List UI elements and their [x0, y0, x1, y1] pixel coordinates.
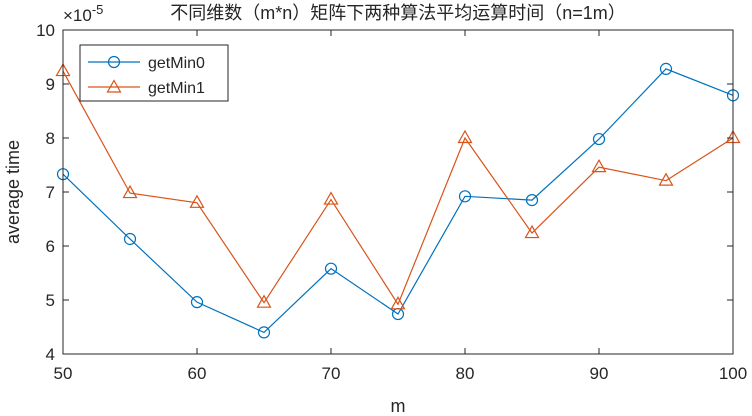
- legend-box: [79, 44, 229, 102]
- data-point-getmin0: [525, 194, 539, 207]
- data-point-getmin0: [123, 232, 137, 246]
- data-point-getmin1: [591, 158, 607, 173]
- data-point-getmin1: [390, 296, 406, 310]
- y-tick-label: 10: [36, 21, 55, 40]
- legend: getMin0 getMin1: [79, 44, 229, 102]
- x-tick-label: 70: [322, 364, 341, 383]
- y-tick-label: 4: [46, 345, 55, 364]
- x-tick-label: 80: [456, 364, 475, 383]
- x-axis-label: m: [391, 396, 406, 416]
- chart-title: 不同维数（m*n）矩阵下两种算法平均运算时间（n=1m）: [170, 3, 626, 23]
- series-line-getmin1: [62, 70, 734, 306]
- data-point-getmin0: [592, 132, 606, 146]
- x-tick-label: 100: [719, 364, 747, 383]
- x-tick-label: 60: [188, 364, 207, 383]
- y-tick-label: 7: [46, 183, 55, 202]
- series-line-getmin0: [62, 68, 734, 334]
- data-point-getmin1: [323, 191, 339, 205]
- y-axis-label: average time: [3, 140, 23, 244]
- y-axis-ticks: 4 5 6 7 8 9 10: [36, 21, 733, 364]
- x-axis-ticks: 50 60 70 80 90 100: [54, 30, 747, 383]
- x-tick-label: 50: [54, 364, 73, 383]
- data-point-getmin1: [524, 224, 540, 239]
- y-tick-label: 8: [46, 129, 55, 148]
- data-point-getmin0: [190, 296, 204, 309]
- y-tick-label: 6: [46, 237, 55, 256]
- data-point-getmin1: [457, 129, 473, 144]
- data-point-getmin1: [658, 172, 674, 186]
- data-point-getmin1: [189, 194, 205, 208]
- data-point-getmin0: [458, 190, 472, 203]
- y-exponent-power: -5: [92, 2, 104, 17]
- legend-marker-getmin1: [106, 79, 122, 93]
- legend-label-getmin0: getMin0: [148, 55, 205, 72]
- legend-marker-getmin0: [107, 55, 121, 69]
- y-tick-label: 5: [46, 291, 55, 310]
- x-tick-label: 90: [590, 364, 609, 383]
- data-point-getmin0: [257, 326, 271, 339]
- legend-label-getmin1: getMin1: [148, 80, 205, 97]
- data-point-getmin0: [659, 62, 673, 75]
- data-point-getmin0: [324, 262, 338, 275]
- y-tick-label: 9: [46, 75, 55, 94]
- data-point-getmin1: [256, 294, 272, 308]
- y-exponent-label: ×10-5: [63, 2, 103, 25]
- data-point-getmin1: [122, 184, 138, 199]
- y-exponent-base: ×10: [63, 6, 92, 25]
